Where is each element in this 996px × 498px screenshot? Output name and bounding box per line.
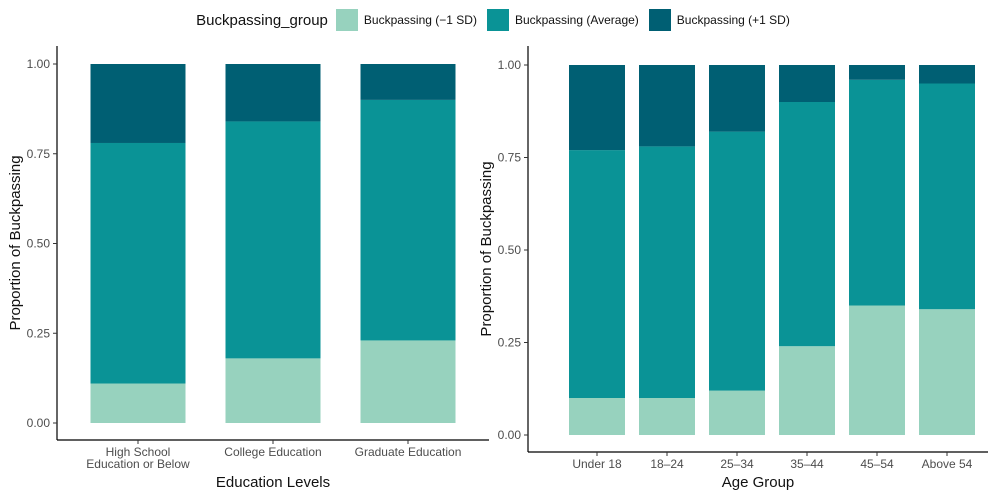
legend-item-plus-sd: Buckpassing (+1 SD) xyxy=(648,9,790,31)
y-tick-label-age: 0.50 xyxy=(498,243,522,257)
bar-age-5-series-1 xyxy=(919,83,975,310)
bar-age-1-series-1 xyxy=(639,146,695,398)
bar-age-4-series-0 xyxy=(849,305,905,435)
legend-label-plus-sd: Buckpassing (+1 SD) xyxy=(676,13,790,27)
y-tick-label-education: 0.25 xyxy=(27,326,51,340)
legend-swatch-plus-sd xyxy=(648,9,671,31)
bar-age-2-series-0 xyxy=(709,390,765,435)
y-tick-label-education: 0.75 xyxy=(27,147,51,161)
x-tick-label-age: 25–34 xyxy=(720,457,754,471)
y-axis-title-age: Proportion of Buckpassing xyxy=(478,161,495,336)
bar-education-0-series-1 xyxy=(90,142,186,384)
bar-education-2-series-2 xyxy=(360,64,456,100)
y-tick-label-education: 0.50 xyxy=(27,237,51,251)
x-tick-label-age: 18–24 xyxy=(650,457,684,471)
bar-age-3-series-1 xyxy=(779,102,835,347)
y-tick-label-age: 0.75 xyxy=(498,151,522,165)
bar-age-0-series-1 xyxy=(569,150,625,398)
legend-label-average: Buckpassing (Average) xyxy=(514,13,639,27)
y-tick-label-age: 0.25 xyxy=(498,336,522,350)
legend-item-average: Buckpassing (Average) xyxy=(486,9,639,31)
legend-swatch-average xyxy=(486,9,509,31)
x-tick-label-age: 35–44 xyxy=(790,457,824,471)
x-tick-label-age: Above 54 xyxy=(922,457,973,471)
legend-item-minus-sd: Buckpassing (−1 SD) xyxy=(335,9,477,31)
legend-title: Buckpassing_group xyxy=(196,11,328,29)
bar-age-3-series-2 xyxy=(779,65,835,102)
legend-swatch-minus-sd xyxy=(335,9,358,31)
bar-age-4-series-2 xyxy=(849,65,905,80)
x-axis-title-education: Education Levels xyxy=(216,474,330,491)
bar-age-3-series-0 xyxy=(779,346,835,435)
bar-education-1-series-0 xyxy=(225,358,321,423)
bar-age-1-series-2 xyxy=(639,65,695,147)
bar-age-2-series-1 xyxy=(709,131,765,391)
bar-age-4-series-1 xyxy=(849,79,905,306)
y-tick-label-education: 1.00 xyxy=(27,57,51,71)
bar-education-1-series-1 xyxy=(225,121,321,359)
x-axis-title-age: Age Group xyxy=(722,474,795,491)
legend: Buckpassing_group Buckpassing (−1 SD) Bu… xyxy=(0,6,996,34)
bar-age-1-series-0 xyxy=(639,398,695,435)
bar-age-0-series-0 xyxy=(569,398,625,435)
bar-education-2-series-1 xyxy=(360,99,456,341)
bar-education-1-series-2 xyxy=(225,64,321,122)
x-tick-label-education: Education or Below xyxy=(86,457,190,471)
x-tick-label-age: 45–54 xyxy=(860,457,894,471)
bar-age-2-series-2 xyxy=(709,65,765,132)
y-tick-label-age: 1.00 xyxy=(498,58,522,72)
x-tick-label-age: Under 18 xyxy=(572,457,622,471)
bar-age-5-series-0 xyxy=(919,309,975,435)
bar-education-2-series-0 xyxy=(360,340,456,423)
bar-age-0-series-2 xyxy=(569,65,625,151)
bar-age-5-series-2 xyxy=(919,65,975,84)
y-axis-title-education: Proportion of Buckpassing xyxy=(7,155,24,330)
x-tick-label-education: Graduate Education xyxy=(355,445,462,459)
bar-education-0-series-2 xyxy=(90,64,186,143)
panel-age: 0.00 0.25 0.50 0.75 1.00 Under 18 18–24 25–34 35… xyxy=(478,46,988,491)
bar-education-0-series-0 xyxy=(90,383,186,423)
x-tick-label-education: College Education xyxy=(224,445,321,459)
x-tick-label-education: High School xyxy=(106,445,171,459)
legend-label-minus-sd: Buckpassing (−1 SD) xyxy=(363,13,477,27)
y-tick-label-age: 0.00 xyxy=(498,428,522,442)
y-tick-label-education: 0.00 xyxy=(27,416,51,430)
